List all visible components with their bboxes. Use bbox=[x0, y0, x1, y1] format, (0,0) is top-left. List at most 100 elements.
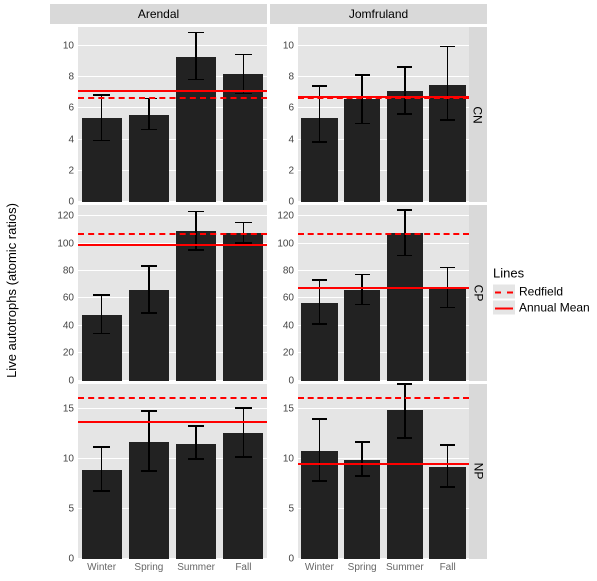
redfield-line bbox=[298, 397, 469, 399]
bar bbox=[223, 233, 263, 381]
tick-label: 0 bbox=[288, 553, 294, 564]
error-cap bbox=[440, 486, 455, 488]
legend-label: Annual Mean bbox=[519, 300, 590, 314]
tick-label: 10 bbox=[283, 40, 294, 51]
legend-swatch-solid bbox=[493, 300, 515, 314]
tick-label: 6 bbox=[68, 103, 74, 114]
tick-label: 40 bbox=[283, 320, 294, 331]
tick-label: 60 bbox=[63, 293, 74, 304]
tick-label: 80 bbox=[283, 266, 294, 277]
error-cap bbox=[312, 418, 327, 420]
error-cap bbox=[355, 74, 370, 76]
error-cap bbox=[312, 141, 327, 143]
error-cap bbox=[312, 85, 327, 87]
error-bar bbox=[447, 446, 449, 488]
tick-label: 15 bbox=[63, 403, 74, 414]
error-cap bbox=[355, 441, 370, 443]
panel bbox=[298, 205, 469, 380]
tick-label: 120 bbox=[277, 211, 294, 222]
row-strip-np: NP bbox=[469, 384, 487, 559]
redfield-line bbox=[298, 233, 469, 235]
error-bar bbox=[148, 267, 150, 314]
x-tick-label: Winter bbox=[298, 562, 341, 573]
cell-cp-arendal: 020406080100120 bbox=[50, 205, 267, 380]
error-bar bbox=[319, 420, 321, 482]
error-cap bbox=[355, 123, 370, 125]
panel bbox=[78, 205, 267, 380]
error-cap bbox=[141, 470, 158, 472]
y-ticks: 020406080100120 bbox=[50, 205, 78, 380]
x-tick-label: Spring bbox=[125, 562, 172, 573]
error-cap bbox=[355, 475, 370, 477]
annual-mean-line bbox=[78, 90, 267, 92]
error-cap bbox=[312, 480, 327, 482]
tick-label: 100 bbox=[57, 238, 74, 249]
legend-item-annualmean: Annual Mean bbox=[493, 300, 593, 314]
tick-label: 20 bbox=[63, 348, 74, 359]
error-cap bbox=[141, 129, 158, 131]
error-cap bbox=[141, 312, 158, 314]
error-cap bbox=[397, 209, 412, 211]
error-cap bbox=[188, 211, 205, 213]
error-cap bbox=[397, 437, 412, 439]
error-cap bbox=[312, 323, 327, 325]
y-ticks: 0246810 bbox=[50, 27, 78, 202]
error-bar bbox=[447, 47, 449, 121]
error-bar bbox=[101, 296, 103, 334]
tick-label: 2 bbox=[288, 166, 294, 177]
tick-label: 60 bbox=[283, 293, 294, 304]
error-cap bbox=[93, 490, 110, 492]
error-cap bbox=[188, 458, 205, 460]
panel bbox=[78, 27, 267, 202]
x-labels: WinterSpringSummerFall bbox=[298, 562, 469, 573]
error-bar bbox=[243, 55, 245, 94]
bar bbox=[176, 231, 216, 380]
legend-item-redfield: Redfield bbox=[493, 284, 593, 298]
error-cap bbox=[440, 444, 455, 446]
x-tick-label: Winter bbox=[78, 562, 125, 573]
y-axis-label: Live autotrophs (atomic ratios) bbox=[2, 0, 20, 581]
panel bbox=[298, 27, 469, 202]
tick-label: 2 bbox=[68, 166, 74, 177]
error-cap bbox=[235, 456, 252, 458]
col-strip-arendal: Arendal bbox=[50, 4, 267, 24]
error-cap bbox=[141, 410, 158, 412]
annual-mean-line bbox=[78, 421, 267, 423]
x-tick-label: Fall bbox=[220, 562, 267, 573]
x-tick-label: Fall bbox=[426, 562, 469, 573]
error-cap bbox=[235, 222, 252, 224]
error-cap bbox=[440, 307, 455, 309]
bar bbox=[176, 444, 216, 559]
error-bar bbox=[404, 68, 406, 115]
facet-grid: Arendal Jomfruland 02468100246810CN02040… bbox=[50, 4, 487, 559]
error-bar bbox=[361, 443, 363, 477]
tick-label: 40 bbox=[63, 320, 74, 331]
figure-root: Live autotrophs (atomic ratios) Arendal … bbox=[0, 0, 597, 581]
error-cap bbox=[93, 333, 110, 335]
error-cap bbox=[188, 79, 205, 81]
redfield-line bbox=[78, 397, 267, 399]
row-strip-cn: CN bbox=[469, 27, 487, 202]
cell-cn-arendal: 0246810 bbox=[50, 27, 267, 202]
tick-label: 10 bbox=[283, 453, 294, 464]
error-bar bbox=[101, 96, 103, 141]
tick-label: 8 bbox=[288, 72, 294, 83]
error-cap bbox=[235, 93, 252, 95]
y-ticks: 020406080100120 bbox=[270, 205, 298, 380]
tick-label: 6 bbox=[288, 103, 294, 114]
error-cap bbox=[235, 407, 252, 409]
error-cap bbox=[397, 66, 412, 68]
tick-label: 100 bbox=[277, 238, 294, 249]
error-bar bbox=[148, 99, 150, 130]
error-cap bbox=[188, 249, 205, 251]
x-labels: WinterSpringSummerFall bbox=[78, 562, 267, 573]
tick-label: 120 bbox=[57, 211, 74, 222]
error-cap bbox=[397, 113, 412, 115]
error-bar bbox=[195, 427, 197, 460]
error-bar bbox=[319, 87, 321, 143]
annual-mean-line bbox=[78, 244, 267, 246]
x-tick-label: Summer bbox=[173, 562, 220, 573]
tick-label: 4 bbox=[68, 134, 74, 145]
error-cap bbox=[188, 32, 205, 34]
error-bar bbox=[361, 275, 363, 305]
